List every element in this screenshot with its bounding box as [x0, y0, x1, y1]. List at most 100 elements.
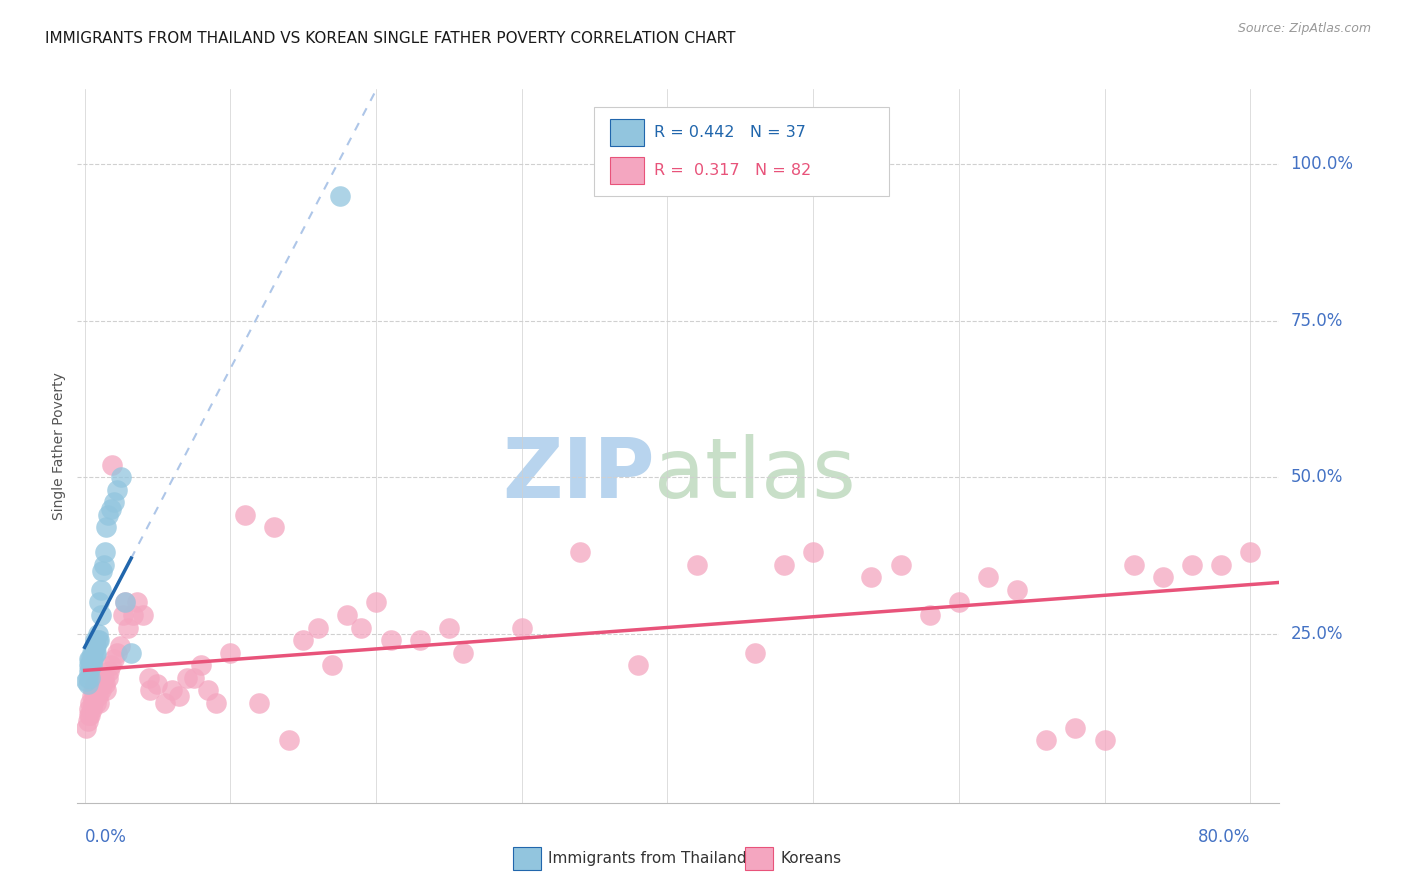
Point	[114, 595, 136, 609]
Point	[80, 652, 103, 666]
Point	[183, 671, 205, 685]
Point	[569, 545, 592, 559]
Point	[77, 702, 100, 716]
Point	[94, 545, 117, 559]
Point	[83, 640, 105, 654]
Point	[105, 646, 128, 660]
Point	[453, 646, 475, 660]
Point	[510, 621, 533, 635]
Text: IMMIGRANTS FROM THAILAND VS KOREAN SINGLE FATHER POVERTY CORRELATION CHART: IMMIGRANTS FROM THAILAND VS KOREAN SINGL…	[45, 31, 735, 46]
Point	[103, 652, 125, 666]
Point	[83, 677, 105, 691]
Point	[160, 683, 183, 698]
Y-axis label: Single Father Poverty: Single Father Poverty	[52, 372, 66, 520]
Point	[90, 582, 112, 597]
Point	[82, 652, 104, 666]
Point	[89, 696, 111, 710]
Point	[117, 621, 139, 635]
Point	[84, 696, 107, 710]
Point	[1035, 733, 1057, 747]
Point	[82, 646, 104, 660]
Point	[1064, 721, 1087, 735]
Point	[773, 558, 796, 572]
Point	[138, 671, 160, 685]
Point	[121, 607, 143, 622]
Point	[263, 520, 285, 534]
Point	[153, 696, 176, 710]
Point	[292, 633, 315, 648]
Point	[364, 595, 387, 609]
Point	[307, 621, 329, 635]
Point	[380, 633, 402, 648]
Point	[75, 673, 97, 688]
Text: R =  0.317   N = 82: R = 0.317 N = 82	[654, 163, 811, 178]
Point	[100, 501, 122, 516]
Point	[93, 671, 115, 685]
Text: ZIP: ZIP	[502, 434, 654, 515]
Point	[98, 665, 121, 679]
Text: 100.0%: 100.0%	[1291, 155, 1354, 173]
Point	[90, 683, 112, 698]
Point	[321, 658, 343, 673]
Point	[350, 621, 373, 635]
Point	[76, 677, 98, 691]
Bar	[610, 119, 644, 146]
Point	[890, 558, 912, 572]
Point	[77, 658, 100, 673]
Point	[627, 658, 650, 673]
Point	[105, 483, 128, 497]
Point	[89, 671, 111, 685]
Point	[91, 564, 114, 578]
Point	[409, 633, 432, 648]
Text: atlas: atlas	[654, 434, 856, 515]
Point	[77, 652, 100, 666]
Text: 0.0%: 0.0%	[84, 828, 127, 846]
Text: Source: ZipAtlas.com: Source: ZipAtlas.com	[1237, 22, 1371, 36]
Point	[76, 671, 98, 685]
Point	[190, 658, 212, 673]
Point	[1181, 558, 1204, 572]
Point	[197, 683, 219, 698]
Point	[860, 570, 883, 584]
Point	[1239, 545, 1261, 559]
Point	[801, 545, 824, 559]
Point	[96, 683, 118, 698]
Point	[249, 696, 271, 710]
Point	[80, 658, 103, 673]
Point	[1122, 558, 1144, 572]
Point	[84, 646, 107, 660]
Point	[94, 677, 117, 691]
Point	[83, 690, 105, 704]
Point	[87, 633, 110, 648]
Point	[87, 690, 110, 704]
Point	[120, 646, 142, 660]
FancyBboxPatch shape	[595, 107, 889, 196]
Point	[176, 671, 198, 685]
Point	[685, 558, 707, 572]
Point	[125, 595, 148, 609]
Point	[948, 595, 970, 609]
Point	[111, 607, 134, 622]
Point	[83, 646, 105, 660]
Point	[101, 458, 124, 472]
Point	[918, 607, 941, 622]
Point	[77, 708, 100, 723]
Point	[93, 558, 115, 572]
Text: 75.0%: 75.0%	[1291, 312, 1343, 330]
Point	[80, 690, 103, 704]
Point	[79, 658, 101, 673]
Point	[132, 607, 155, 622]
Point	[277, 733, 299, 747]
Point	[329, 188, 352, 202]
Point	[108, 640, 131, 654]
Point	[1152, 570, 1174, 584]
Point	[77, 665, 100, 679]
Point	[1094, 733, 1116, 747]
Point	[977, 570, 1000, 584]
Point	[139, 683, 162, 698]
Point	[80, 646, 103, 660]
Point	[87, 627, 110, 641]
Point	[336, 607, 359, 622]
Point	[89, 595, 111, 609]
Point	[233, 508, 256, 522]
